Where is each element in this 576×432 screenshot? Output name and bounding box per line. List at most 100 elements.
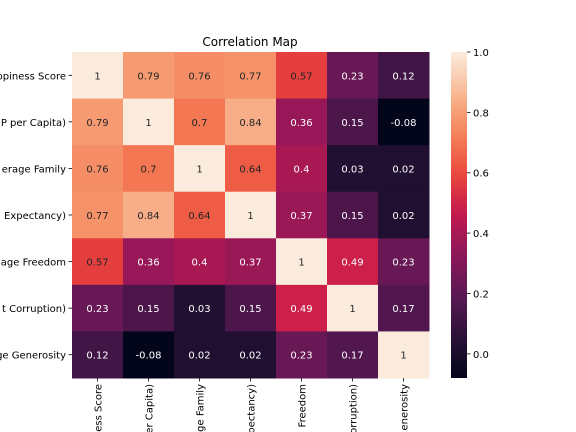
colorbar-scale: [451, 52, 467, 378]
heatmap-cell: [327, 284, 379, 332]
heatmap-cell: [276, 331, 328, 379]
column-label: ge Family: [196, 384, 207, 432]
cell-value-label: 0.7: [192, 118, 208, 129]
cell-value-label: -0.08: [136, 351, 162, 362]
heatmap-cell: [174, 191, 226, 239]
heatmap-cell: [72, 98, 124, 146]
column-label: pectancy): [247, 384, 258, 432]
cell-value-label: 0.57: [86, 258, 108, 269]
cell-value-label: 1: [247, 211, 253, 222]
heatmap-cell: [276, 191, 328, 239]
heatmap-cell: [378, 145, 430, 193]
heatmap-cell: [378, 52, 430, 100]
cell-value-label: 0.64: [239, 164, 261, 175]
cell-value-label: 0.23: [392, 258, 414, 269]
heatmap-cell: [327, 191, 379, 239]
cell-value-label: 0.02: [392, 211, 414, 222]
cell-value-label: 0.37: [290, 211, 312, 222]
cell-value-label: 1: [349, 304, 355, 315]
cell-value-label: 0.15: [341, 118, 363, 129]
row-label: ge Generosity: [0, 351, 66, 362]
column-label: ess Score: [94, 384, 105, 432]
cell-value-label: 1: [145, 118, 151, 129]
cell-value-label: 0.79: [86, 118, 108, 129]
heatmap-cell: [72, 284, 124, 332]
heatmap-cell: [327, 238, 379, 286]
row-label: t Corruption): [2, 304, 66, 315]
heatmap-cell: [174, 52, 226, 100]
cell-value-label: 0.77: [239, 71, 261, 82]
heatmap-cell: [327, 52, 379, 100]
heatmap-cell: [276, 145, 328, 193]
cell-value-label: 0.15: [137, 304, 159, 315]
column-labels: ess Score er Capita) ge Family pectancy) Fre…: [94, 378, 411, 432]
cell-value-label: 0.03: [188, 304, 210, 315]
row-label: age Freedom: [1, 258, 66, 269]
cell-value-label: 0.36: [290, 118, 312, 129]
cell-value-label: 0.84: [137, 211, 159, 222]
heatmap-cell: [123, 98, 175, 146]
heatmap-cell: [72, 331, 124, 379]
heatmap-cell: [378, 284, 430, 332]
cell-value-label: 0.02: [188, 351, 210, 362]
heatmap-cell: [123, 52, 175, 100]
cell-value-label: 0.23: [290, 351, 312, 362]
chart-title: Correlation Map: [202, 35, 297, 49]
cell-value-label: 0.37: [239, 258, 261, 269]
heatmap-cell: [123, 191, 175, 239]
heatmap-cell: [174, 284, 226, 332]
heatmap-cell: [72, 191, 124, 239]
heatmap-cell: [123, 238, 175, 286]
cell-value-label: 0.23: [86, 304, 108, 315]
cell-value-label: 1: [94, 71, 100, 82]
colorbar-tick-label: 1.0: [473, 48, 489, 59]
row-label: ppiness Score: [0, 71, 66, 82]
heatmap-cell: [174, 331, 226, 379]
cell-value-label: 0.03: [341, 164, 363, 175]
row-label: ) Expectancy): [0, 211, 66, 222]
heatmap-cell: [174, 238, 226, 286]
cell-value-label: 0.17: [392, 304, 414, 315]
heatmap-cell: [276, 52, 328, 100]
cell-value-label: 0.84: [239, 118, 261, 129]
heatmap-cell: [225, 191, 277, 239]
cell-value-label: 0.49: [290, 304, 312, 315]
heatmap-cell: [225, 284, 277, 332]
cell-value-label: 1: [196, 164, 202, 175]
cell-value-label: 1: [298, 258, 304, 269]
colorbar: 0.0 0.2 0.4 0.6 0.8 1.0: [451, 48, 489, 378]
heatmap-cell: [123, 331, 175, 379]
heatmap-cell: [72, 145, 124, 193]
cell-value-label: 0.79: [137, 71, 159, 82]
cell-value-label: 0.49: [341, 258, 363, 269]
cell-value-label: 0.12: [86, 351, 108, 362]
cell-value-label: 0.15: [239, 304, 261, 315]
cell-value-label: 0.4: [192, 258, 208, 269]
cell-value-label: 0.7: [141, 164, 157, 175]
heatmap-cell: [378, 238, 430, 286]
row-label: P per Capita): [1, 118, 66, 129]
heatmap-cell: [327, 331, 379, 379]
heatmap-cells: 1 0.79 0.76 0.77 0.57 0.23 0.12 0.79 1 0.7 0.84 0.3…: [72, 52, 430, 379]
cell-value-label: -0.08: [391, 118, 417, 129]
column-label: er Capita): [145, 384, 156, 432]
cell-value-label: 0.77: [86, 211, 108, 222]
cell-value-label: 0.02: [392, 164, 414, 175]
heatmap-cell: [174, 98, 226, 146]
cell-value-label: 0.12: [392, 71, 414, 82]
colorbar-tick-label: 0.2: [473, 289, 489, 300]
cell-value-label: 0.02: [239, 351, 261, 362]
heatmap-cell: [225, 331, 277, 379]
column-label: orruption): [349, 384, 360, 432]
colorbar-tick-label: 0.4: [473, 229, 489, 240]
cell-value-label: 0.17: [341, 351, 363, 362]
heatmap-cell: [276, 238, 328, 286]
heatmap-cell: [72, 52, 124, 100]
heatmap-cell: [276, 284, 328, 332]
heatmap-cell: [225, 145, 277, 193]
cell-value-label: 0.76: [188, 71, 210, 82]
row-labels: ppiness Score P per Capita) erage Family) …: [0, 71, 72, 362]
heatmap-cell: [378, 98, 430, 146]
column-label: enerosity: [400, 384, 411, 431]
